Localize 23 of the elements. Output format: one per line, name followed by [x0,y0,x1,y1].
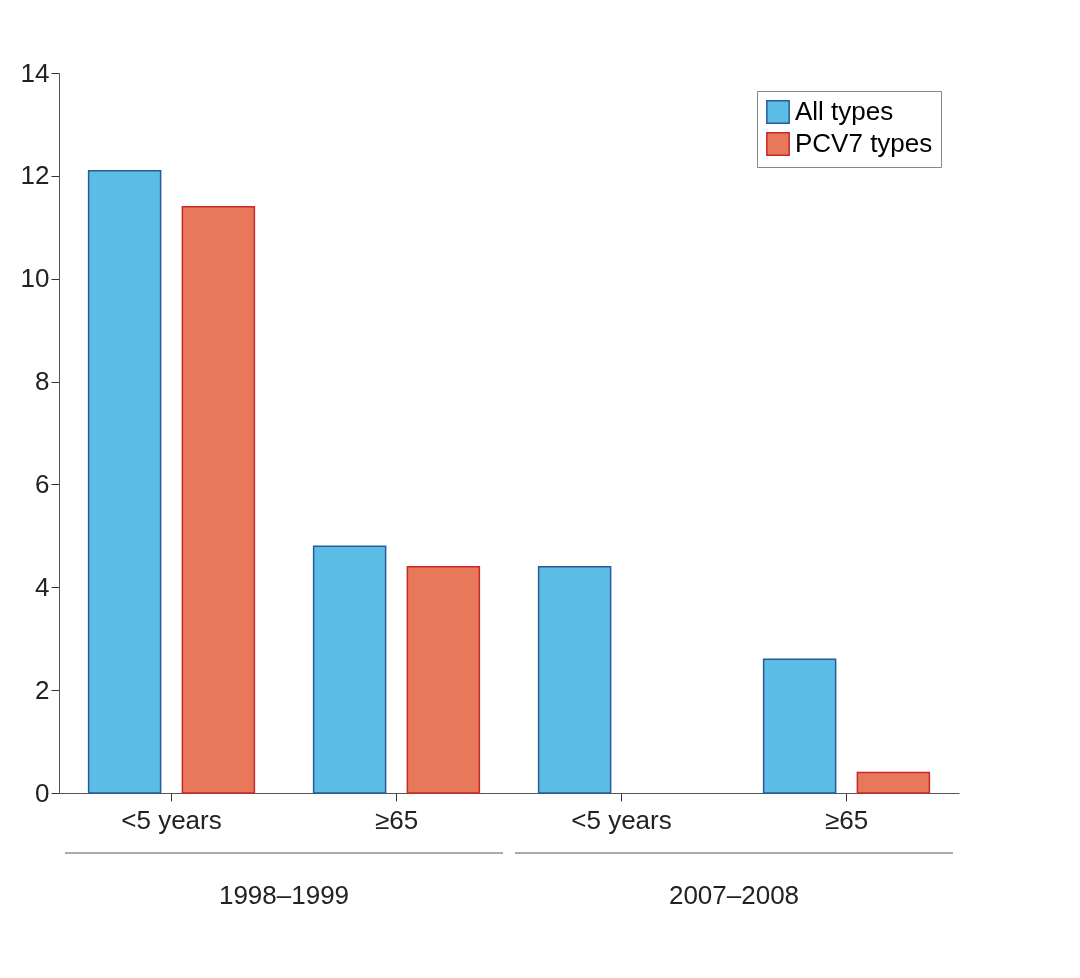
y-tick-label: 12 [20,160,50,191]
bar [762,658,837,794]
y-tick-label: 8 [35,366,50,397]
x-tick-label: <5 years [121,804,222,835]
y-tick-label: 10 [20,263,50,294]
text: 1998–1999 [218,880,350,910]
x-tick-label: <5 years [571,804,672,835]
y-tick-label: 6 [35,468,50,499]
bar [406,565,481,794]
legend-label: PCV7 types [795,128,933,158]
bar [856,771,931,794]
bar [87,169,162,794]
bar [181,205,256,794]
bar [312,545,387,794]
y-tick-label: 4 [35,571,50,602]
y-tick-label: 0 [35,777,50,808]
y-tick-label: 14 [20,57,50,88]
bar [537,565,612,794]
x-tick-label: ≥65 [374,804,419,835]
x-tick-label: ≥65 [824,804,869,835]
legend-label: All types [795,96,894,126]
text: 2007–2008 [668,880,800,910]
y-tick-label: 2 [35,674,50,705]
